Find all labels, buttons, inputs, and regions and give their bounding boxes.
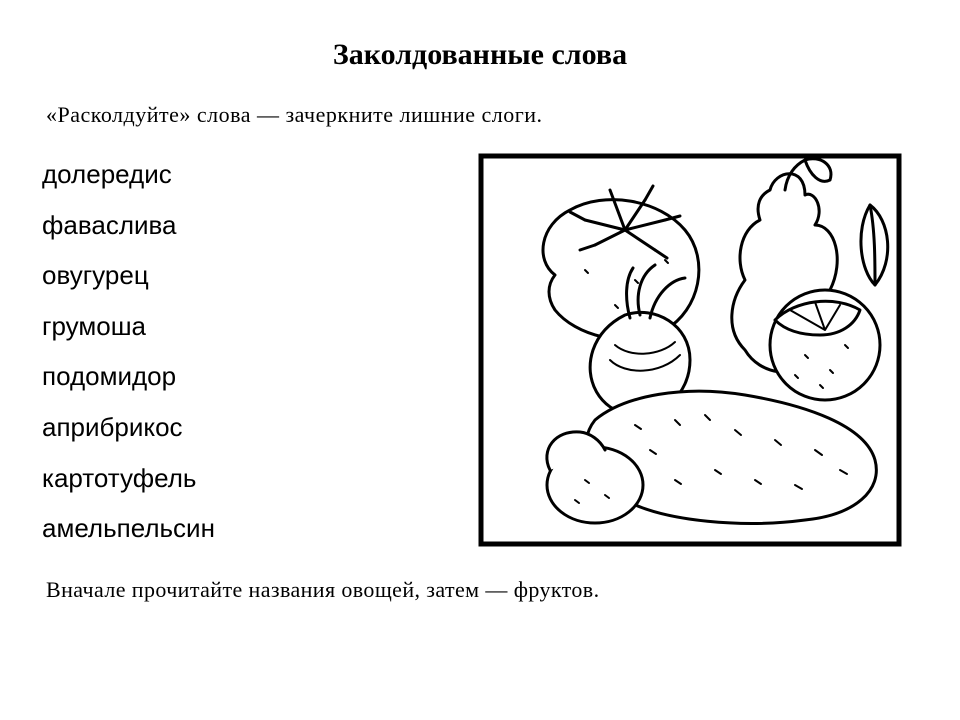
page-title: Заколдованные слова — [40, 38, 920, 72]
word-list: долередис фаваслива овугурец грумоша под… — [42, 160, 215, 543]
bottom-instruction: Вначале прочитайте названия овощей, зате… — [46, 577, 920, 603]
word-item: грумоша — [42, 312, 215, 341]
word-item: долередис — [42, 160, 215, 189]
word-item: картотуфель — [42, 464, 215, 493]
word-item: подомидор — [42, 362, 215, 391]
word-item: априбрикос — [42, 413, 215, 442]
word-item: овугурец — [42, 261, 215, 290]
instruction-text: «Расколдуйте» слова — зачеркните лишние … — [46, 102, 920, 128]
word-item: амельпельсин — [42, 514, 215, 543]
word-item: фаваслива — [42, 211, 215, 240]
fruit-vegetable-drawing — [475, 150, 905, 550]
